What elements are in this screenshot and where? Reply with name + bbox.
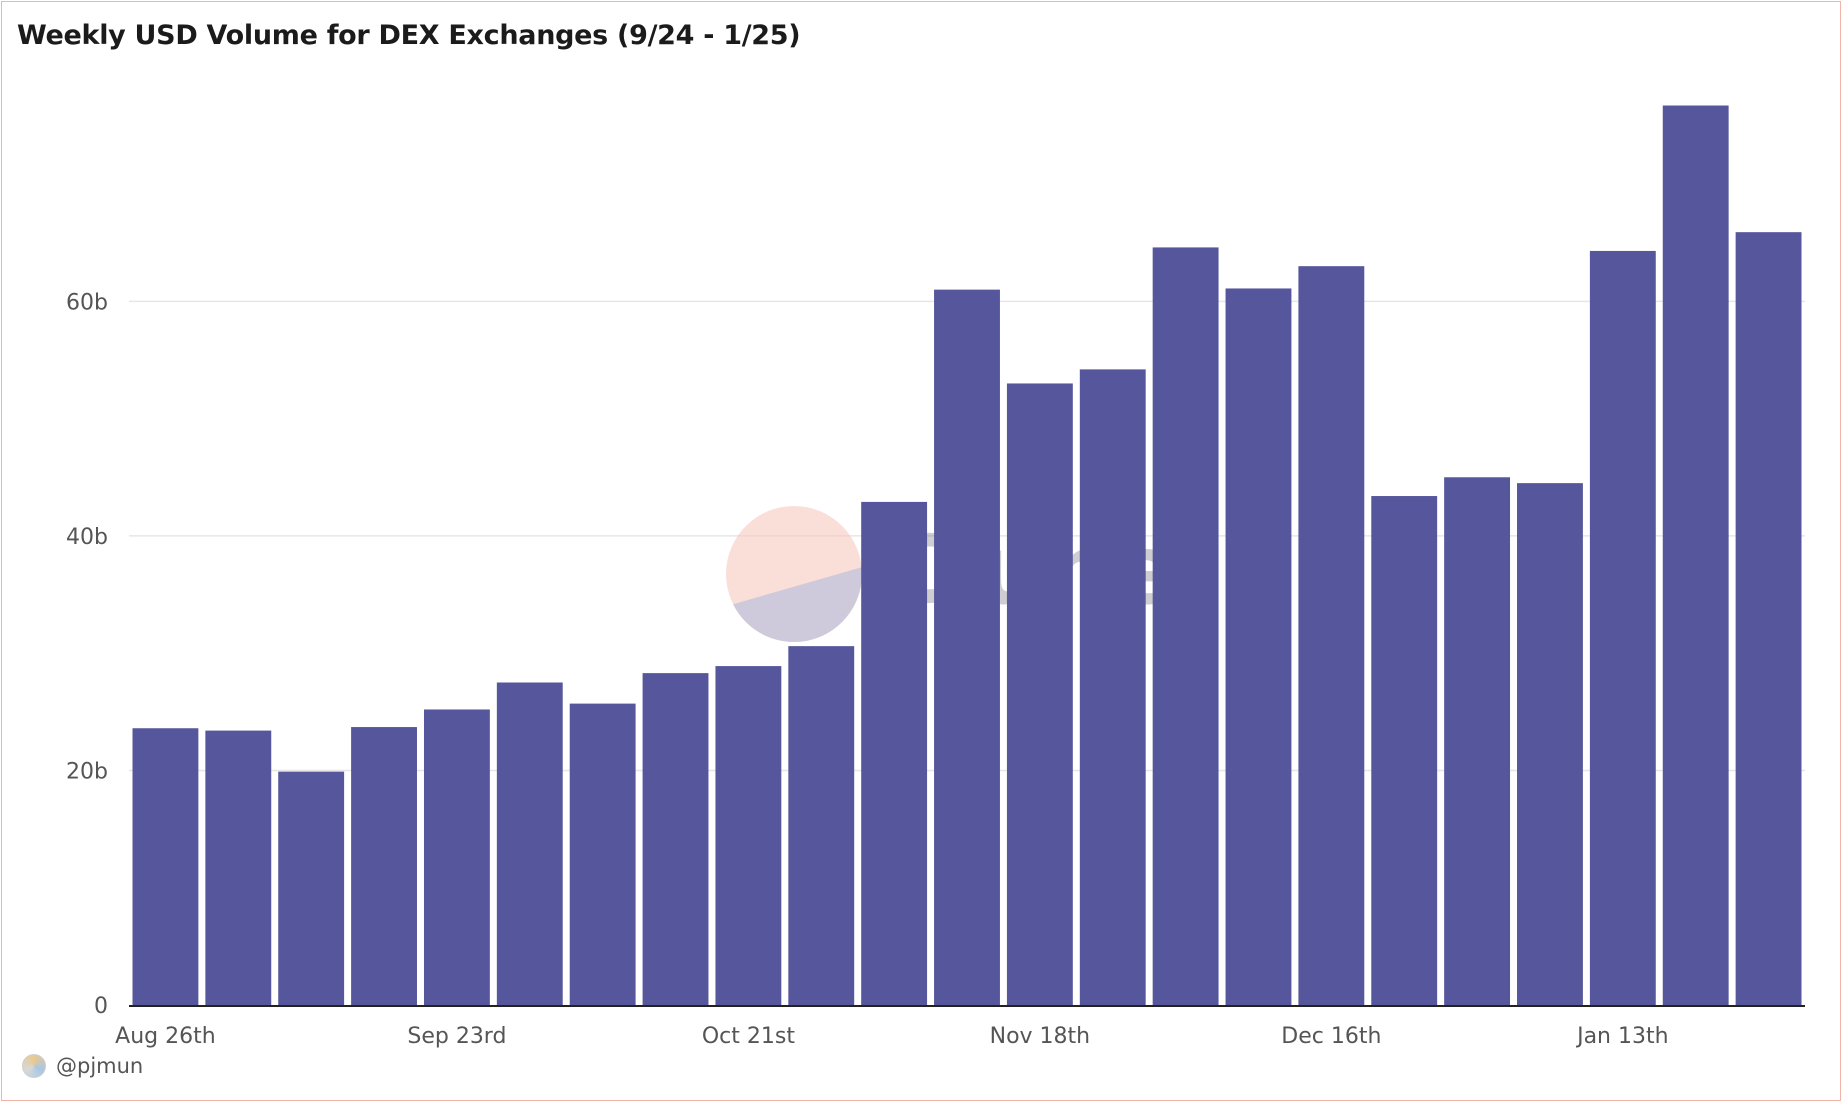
bar [1662,105,1729,1005]
x-tick-label: Nov 18th [990,1024,1091,1049]
bar [278,771,345,1005]
bar [351,727,417,1005]
chart-title: Weekly USD Volume for DEX Exchanges (9/2… [17,20,801,51]
axes: 0 20b 40b 60b Aug 26th Sep 23rd Oct 21st Nov 18… [66,290,1805,1049]
bar [496,682,563,1005]
bar [1517,483,1583,1005]
bar [642,673,709,1005]
y-tick-label: 0 [94,994,108,1019]
author-credit[interactable]: @pjmun [22,1054,143,1078]
bar [205,730,272,1005]
x-tick-label: Aug 26th [115,1024,216,1049]
watermark-circle-bottom [733,567,863,643]
bar [1444,477,1511,1006]
bar [1589,250,1656,1005]
bar [934,289,1000,1005]
bar [1735,232,1802,1005]
y-tick-label: 20b [66,759,108,784]
bar [1225,288,1292,1005]
avatar-icon [22,1054,46,1078]
bar [1371,496,1438,1005]
bar [861,501,928,1005]
bar [1006,383,1073,1005]
bar [788,646,855,1005]
bar [715,666,782,1005]
x-tick-label: Jan 13th [1575,1024,1668,1049]
bar [1079,369,1146,1005]
x-tick-label: Dec 16th [1281,1024,1381,1049]
bar [132,728,199,1005]
x-tick-label: Sep 23rd [407,1024,506,1049]
y-tick-label: 40b [66,525,108,550]
y-tick-label: 60b [66,290,108,315]
bars [132,105,1802,1006]
x-tick-label: Oct 21st [702,1024,795,1049]
bar [423,709,490,1005]
bar [569,703,636,1005]
bar [1152,247,1219,1005]
author-handle: @pjmun [56,1054,144,1078]
bar [1298,266,1365,1005]
